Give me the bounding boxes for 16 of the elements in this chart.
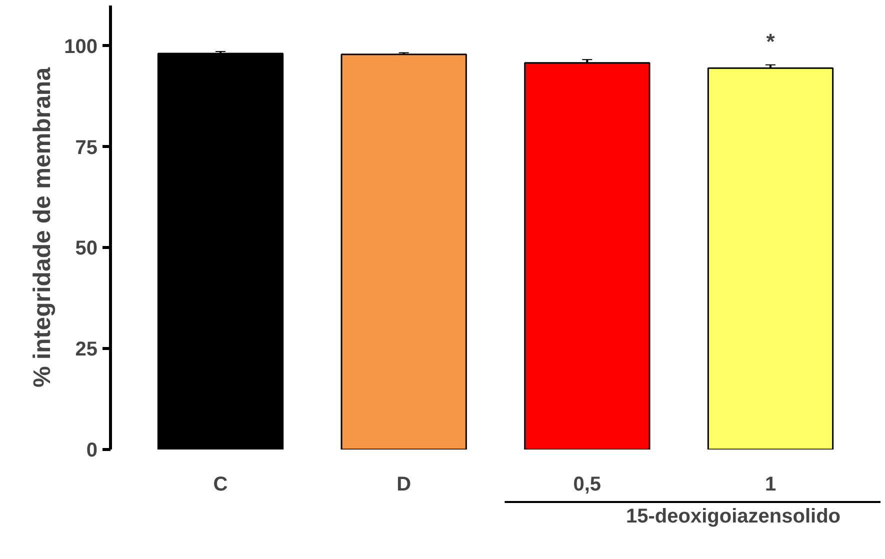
y-tick-label: 75 bbox=[75, 136, 98, 159]
x-tick-label: 1 bbox=[764, 474, 776, 496]
text: 15-deoxigoiazensolido bbox=[626, 506, 840, 528]
bar bbox=[524, 62, 650, 450]
y-tick-label: 25 bbox=[75, 338, 98, 361]
bar bbox=[157, 52, 284, 450]
y-tick-label: 0 bbox=[86, 440, 98, 462]
y-axis-title: % integridade de membrana bbox=[29, 66, 56, 388]
y-tick-label: 50 bbox=[75, 238, 98, 260]
annotation: * bbox=[766, 29, 776, 54]
bar bbox=[707, 67, 834, 450]
y-tick-label: 100 bbox=[64, 36, 98, 58]
x-tick-label: C bbox=[213, 474, 228, 496]
x-tick-label: D bbox=[396, 474, 412, 496]
bar bbox=[340, 54, 467, 450]
x-tick-label: 0,5 bbox=[573, 474, 602, 496]
